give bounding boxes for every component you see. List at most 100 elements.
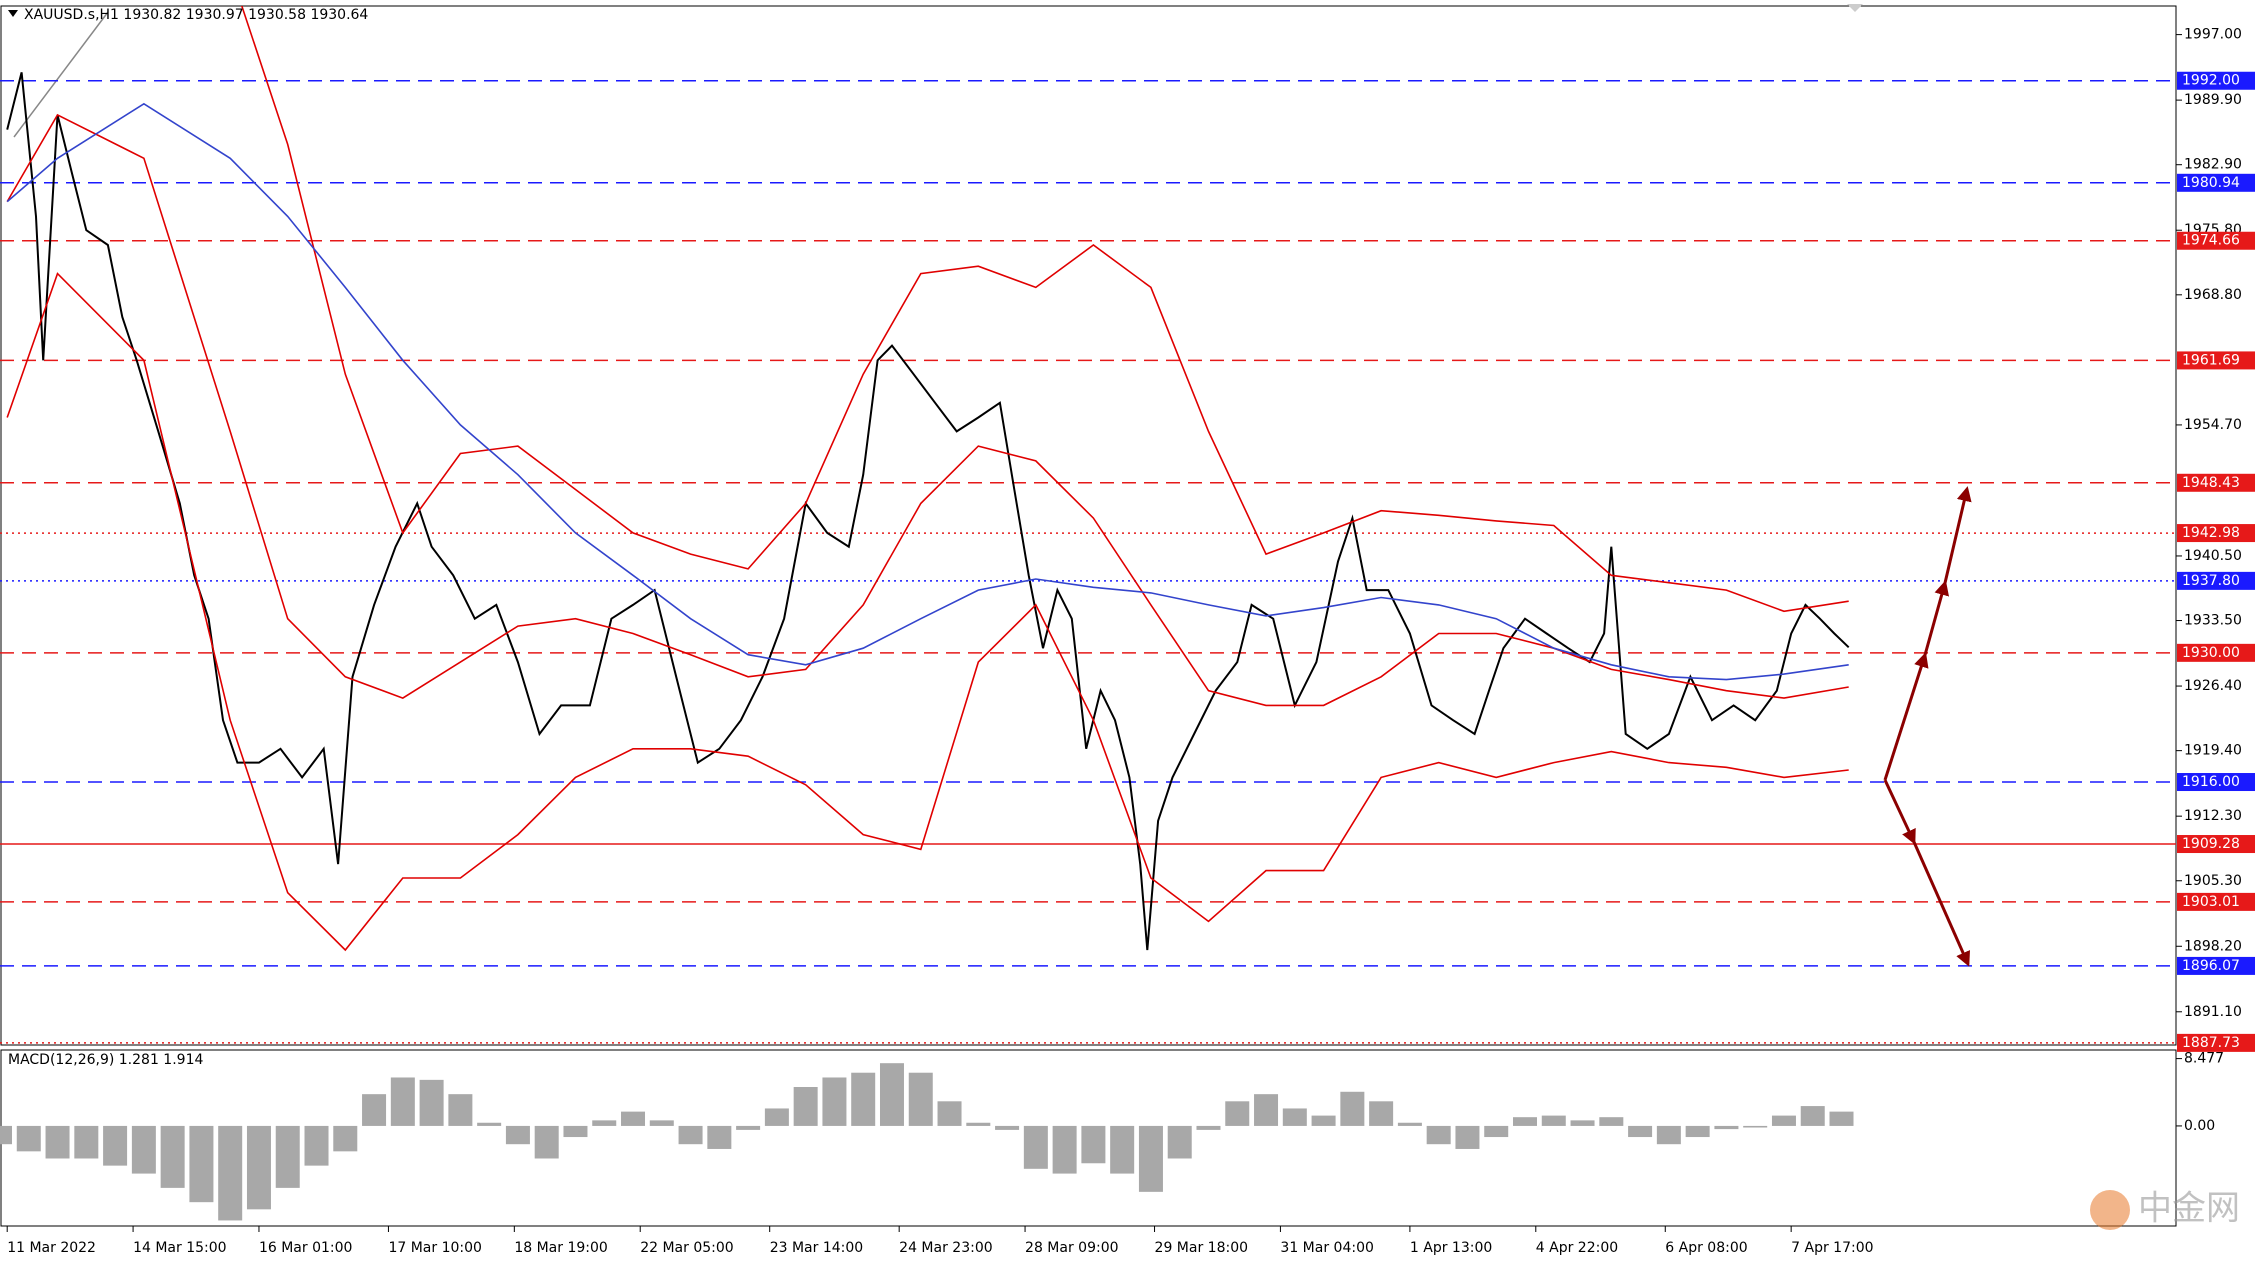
- level-label: 1937.80: [2182, 573, 2240, 589]
- x-tick-label: 29 Mar 18:00: [1155, 1240, 1248, 1256]
- macd-bar: [1714, 1125, 1739, 1130]
- level-label-box: [2177, 71, 2255, 90]
- y-tick-label: 1919.40: [2184, 743, 2242, 759]
- macd-title: MACD(12,26,9) 1.281 1.914: [8, 1052, 203, 1068]
- level-label-box: [2177, 173, 2255, 192]
- level-label: 1980.94: [2182, 175, 2240, 191]
- macd-bar: [1570, 1120, 1595, 1126]
- x-tick-label: 1 Apr 13:00: [1410, 1240, 1492, 1256]
- y-tick-label: 1940.50: [2184, 548, 2242, 564]
- header-triangle: [8, 10, 18, 17]
- macd-bar: [448, 1094, 473, 1126]
- macd-bar: [1282, 1108, 1307, 1126]
- macd-bar: [218, 1125, 243, 1221]
- macd-bar: [1081, 1125, 1106, 1164]
- macd-bar: [1771, 1115, 1796, 1126]
- level-label-box: [2177, 892, 2255, 911]
- x-tick-label: 7 Apr 17:00: [1791, 1240, 1873, 1256]
- price-line: [6, 72, 1850, 951]
- macd-bar: [1340, 1091, 1365, 1126]
- macd-bar: [534, 1125, 559, 1159]
- macd-bar: [649, 1120, 674, 1126]
- level-label: 1992.00: [2182, 73, 2240, 89]
- x-tick-label: 28 Mar 09:00: [1025, 1240, 1118, 1256]
- macd-bar: [995, 1125, 1020, 1130]
- y-tick-label: 1989.90: [2184, 92, 2242, 108]
- macd-bar: [1225, 1101, 1250, 1126]
- arrow: [1923, 580, 1950, 656]
- macd-bar: [1800, 1106, 1825, 1126]
- x-tick-label: 24 Mar 23:00: [899, 1240, 992, 1256]
- level-label-box: [2177, 1033, 2255, 1052]
- level-label-box: [2177, 773, 2255, 792]
- level-label-box: [2177, 231, 2255, 250]
- chart-title: XAUUSD.s,H1 1930.82 1930.97 1930.58 1930…: [24, 7, 368, 23]
- macd-bar: [74, 1125, 99, 1159]
- macd-bar: [1138, 1125, 1163, 1192]
- macd-bar: [1656, 1125, 1681, 1145]
- level-label: 1909.28: [2182, 836, 2240, 852]
- y-tick-label: 1891.10: [2184, 1004, 2242, 1020]
- y-tick-label: 1954.70: [2184, 417, 2242, 433]
- y-tick-label: 1933.50: [2184, 613, 2242, 629]
- x-tick-label: 6 Apr 08:00: [1665, 1240, 1747, 1256]
- watermark: 中金网: [2138, 1189, 2240, 1229]
- x-tick-label: 11 Mar 2022: [7, 1240, 96, 1256]
- axes: 1997.001989.901982.901975.801968.801954.…: [6, 27, 2255, 1256]
- macd-bar: [621, 1111, 646, 1126]
- level-label: 1896.07: [2182, 958, 2240, 974]
- level-label: 1930.00: [2182, 645, 2240, 661]
- macd-bar: [189, 1125, 214, 1203]
- level-label: 1961.69: [2182, 352, 2240, 368]
- indicator-line: [240, 6, 1849, 613]
- main-panel-frame: [0, 5, 2177, 1046]
- x-tick-label: 14 Mar 15:00: [133, 1240, 226, 1256]
- macd-bar: [1512, 1117, 1537, 1126]
- x-tick-label: 17 Mar 10:00: [388, 1240, 481, 1256]
- x-tick-label: 18 Mar 19:00: [514, 1240, 607, 1256]
- arrow: [1912, 841, 1971, 967]
- level-label: 1974.66: [2182, 233, 2240, 249]
- y-tick-label: 1898.20: [2184, 938, 2242, 954]
- macd-bar: [362, 1094, 387, 1126]
- macd-bar: [793, 1087, 818, 1126]
- macd-bar: [1311, 1115, 1336, 1126]
- macd-bar: [505, 1125, 530, 1145]
- macd-bar: [1628, 1125, 1653, 1138]
- scroll-marker: [1847, 4, 1863, 12]
- macd-bar: [16, 1125, 41, 1152]
- macd-bar: [1685, 1125, 1710, 1138]
- macd-bar: [1196, 1125, 1221, 1130]
- macd-bar: [851, 1072, 876, 1126]
- level-label: 1948.43: [2182, 475, 2240, 491]
- macd-bar: [1426, 1125, 1451, 1145]
- macd-bar: [304, 1125, 329, 1166]
- macd-bar: [45, 1125, 70, 1159]
- macd-bar: [966, 1122, 991, 1126]
- macd-bar: [131, 1125, 156, 1174]
- y-tick-label: 1905.30: [2184, 873, 2242, 889]
- macd-bar: [1167, 1125, 1192, 1159]
- level-label-box: [2177, 835, 2255, 854]
- macd-bar: [1455, 1125, 1480, 1149]
- macd-bar: [1541, 1115, 1566, 1126]
- trend-line: [13, 11, 109, 138]
- y-tick-label: 8.477: [2184, 1051, 2224, 1067]
- level-label-box: [2177, 571, 2255, 590]
- level-label-box: [2177, 473, 2255, 492]
- forecast-arrows: [1883, 486, 1972, 967]
- macd-bar: [678, 1125, 703, 1145]
- macd-bar: [160, 1125, 185, 1188]
- arrow: [1943, 486, 1972, 584]
- x-tick-label: 31 Mar 04:00: [1280, 1240, 1373, 1256]
- macd-bar: [879, 1063, 904, 1126]
- macd-bar: [246, 1125, 271, 1210]
- y-tick-label: 1926.40: [2184, 678, 2242, 694]
- macd-bar: [1110, 1125, 1135, 1174]
- macd-bar: [390, 1077, 415, 1126]
- y-tick-label: 1997.00: [2184, 27, 2242, 43]
- watermark-logo: [2090, 1190, 2130, 1230]
- y-tick-label: 1968.80: [2184, 287, 2242, 303]
